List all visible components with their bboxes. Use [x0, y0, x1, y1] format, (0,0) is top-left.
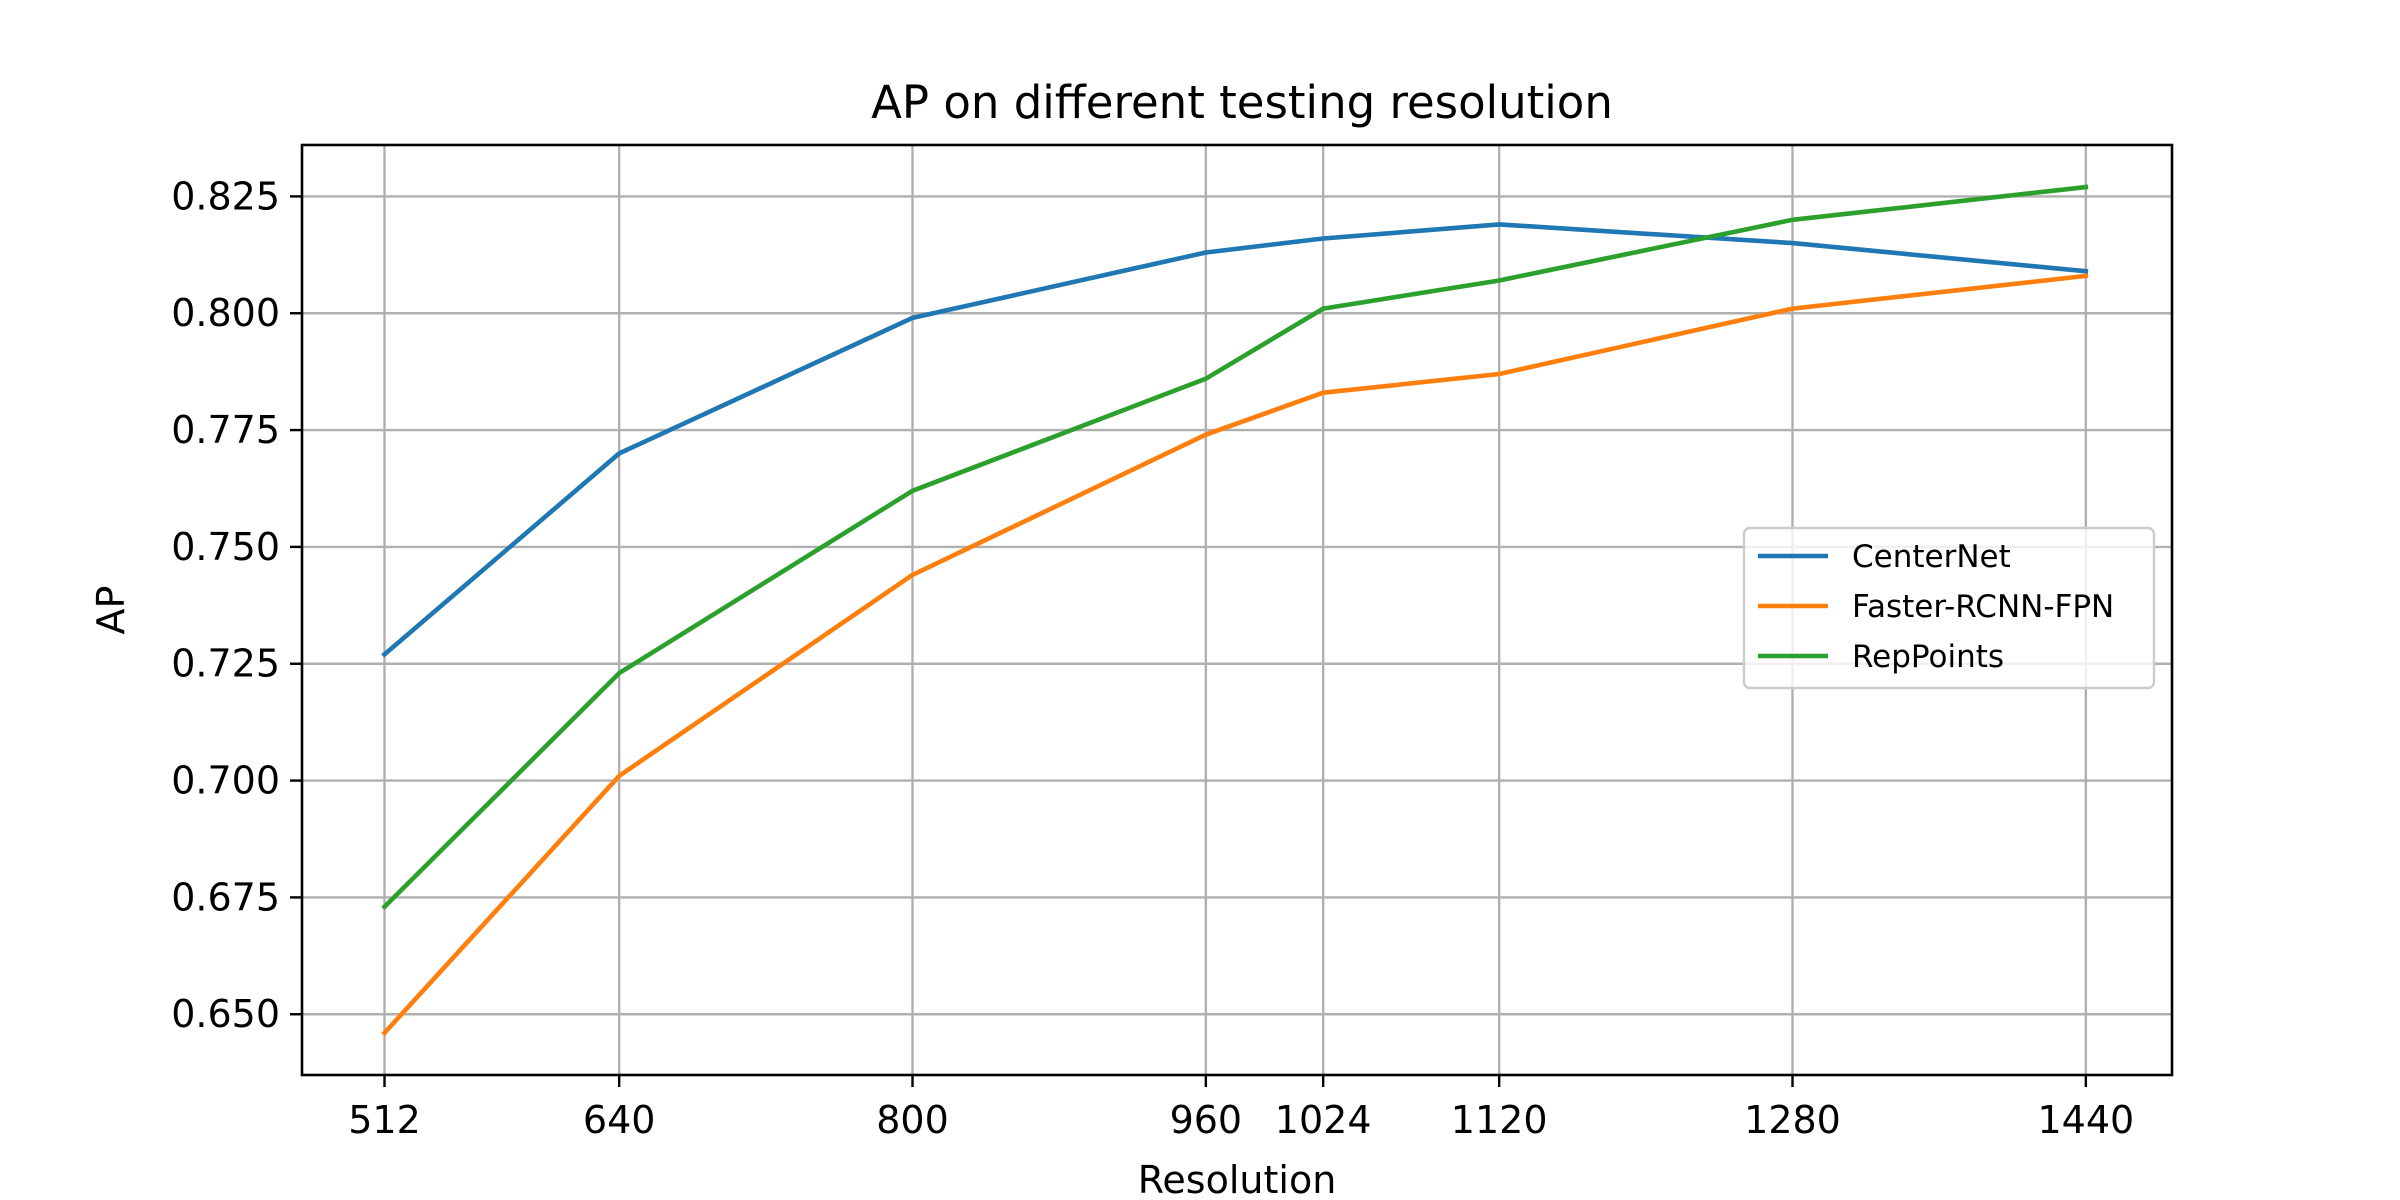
y-tick-label: 0.725 [171, 642, 280, 686]
y-tick-label: 0.775 [171, 408, 280, 452]
y-tick-label: 0.750 [171, 525, 280, 569]
x-tick-label: 960 [1170, 1098, 1243, 1142]
y-tick-label: 0.675 [171, 875, 280, 919]
series-line-centernet [381, 222, 2089, 658]
x-tick-label: 800 [876, 1098, 949, 1142]
plot-frame [300, 143, 2174, 1077]
x-tick-label: 512 [348, 1098, 421, 1142]
x-tick-label: 1120 [1451, 1098, 1548, 1142]
x-tick-label: 1024 [1275, 1098, 1372, 1142]
series-line-faster-rcnn-fpn [381, 273, 2089, 1037]
x-tick-label: 1440 [2037, 1098, 2134, 1142]
legend-box [1742, 526, 2156, 690]
y-tick-label: 0.700 [171, 759, 280, 803]
legend-label-centernet: CenterNet [1852, 539, 2011, 575]
x-axis-label: Resolution [1138, 1158, 1337, 1200]
y-tick-label: 0.650 [171, 992, 280, 1036]
y-tick-label: 0.825 [171, 174, 280, 218]
series-line-reppoints [381, 184, 2089, 911]
legend-label-faster-rcnn-fpn: Faster-RCNN-FPN [1852, 589, 2114, 625]
legend: CenterNet Faster-RCNN-FPN RepPoints [1742, 526, 2156, 690]
grid [302, 145, 2172, 1075]
legend-label-reppoints: RepPoints [1852, 639, 2004, 675]
x-tick-label: 1280 [1744, 1098, 1841, 1142]
legend-entries: CenterNet Faster-RCNN-FPN RepPoints [1758, 539, 2114, 675]
y-tick-label: 0.800 [171, 291, 280, 335]
axis-ticks: 512 640 800 960 1024 1120 1280 1440 0.650 0.675 0.… [171, 174, 2134, 1142]
y-axis-label: AP [89, 586, 133, 635]
chart-title: AP on different testing resolution [871, 76, 1613, 129]
series-lines [381, 184, 2089, 1037]
x-tick-label: 640 [583, 1098, 656, 1142]
